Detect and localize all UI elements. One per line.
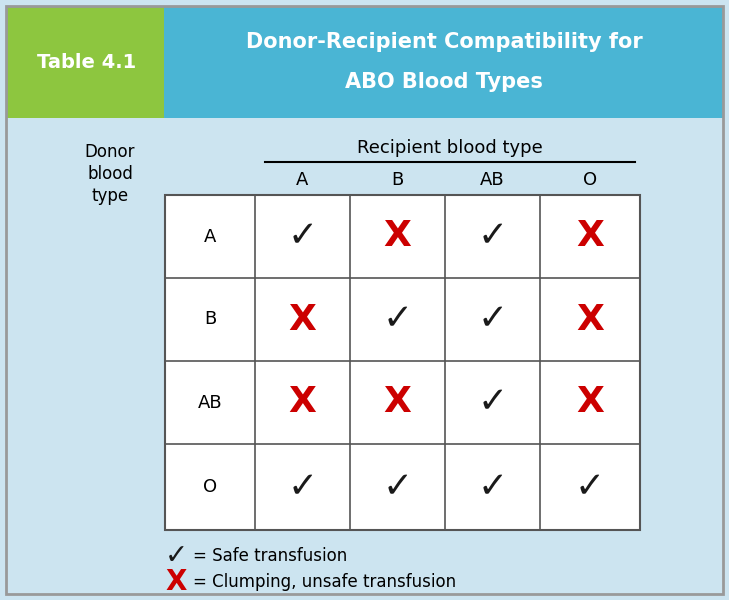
Text: O: O <box>203 478 217 496</box>
Text: = Safe transfusion: = Safe transfusion <box>193 547 347 565</box>
Text: AB: AB <box>198 394 222 412</box>
Text: X: X <box>576 302 604 337</box>
Text: Donor: Donor <box>85 143 136 161</box>
Text: type: type <box>91 187 128 205</box>
Text: ✓: ✓ <box>383 302 413 337</box>
Text: X: X <box>383 220 411 253</box>
Text: = Clumping, unsafe transfusion: = Clumping, unsafe transfusion <box>193 573 456 591</box>
Text: ✓: ✓ <box>287 220 318 253</box>
Text: X: X <box>289 385 316 419</box>
Text: O: O <box>583 171 597 189</box>
Text: ✓: ✓ <box>477 220 507 253</box>
Bar <box>164 6 723 118</box>
Bar <box>165 195 640 530</box>
Text: A: A <box>204 227 217 245</box>
Text: X: X <box>383 385 411 419</box>
Text: A: A <box>296 171 308 189</box>
Text: Table 4.1: Table 4.1 <box>37 52 136 71</box>
Text: X: X <box>289 302 316 337</box>
Text: Recipient blood type: Recipient blood type <box>357 139 543 157</box>
Text: B: B <box>391 171 404 189</box>
Text: X: X <box>165 568 187 596</box>
Text: B: B <box>204 311 216 329</box>
Text: X: X <box>576 385 604 419</box>
Text: X: X <box>576 220 604 253</box>
Text: blood: blood <box>87 165 133 183</box>
Text: ✓: ✓ <box>383 470 413 504</box>
Text: ✓: ✓ <box>477 302 507 337</box>
Text: ✓: ✓ <box>287 470 318 504</box>
Text: ✓: ✓ <box>165 542 188 570</box>
Text: AB: AB <box>480 171 504 189</box>
Text: ✓: ✓ <box>477 385 507 419</box>
Text: Donor-Recipient Compatibility for: Donor-Recipient Compatibility for <box>246 32 642 52</box>
Text: ✓: ✓ <box>575 470 605 504</box>
Text: ✓: ✓ <box>477 470 507 504</box>
Bar <box>6 6 164 118</box>
Text: ABO Blood Types: ABO Blood Types <box>345 72 543 92</box>
